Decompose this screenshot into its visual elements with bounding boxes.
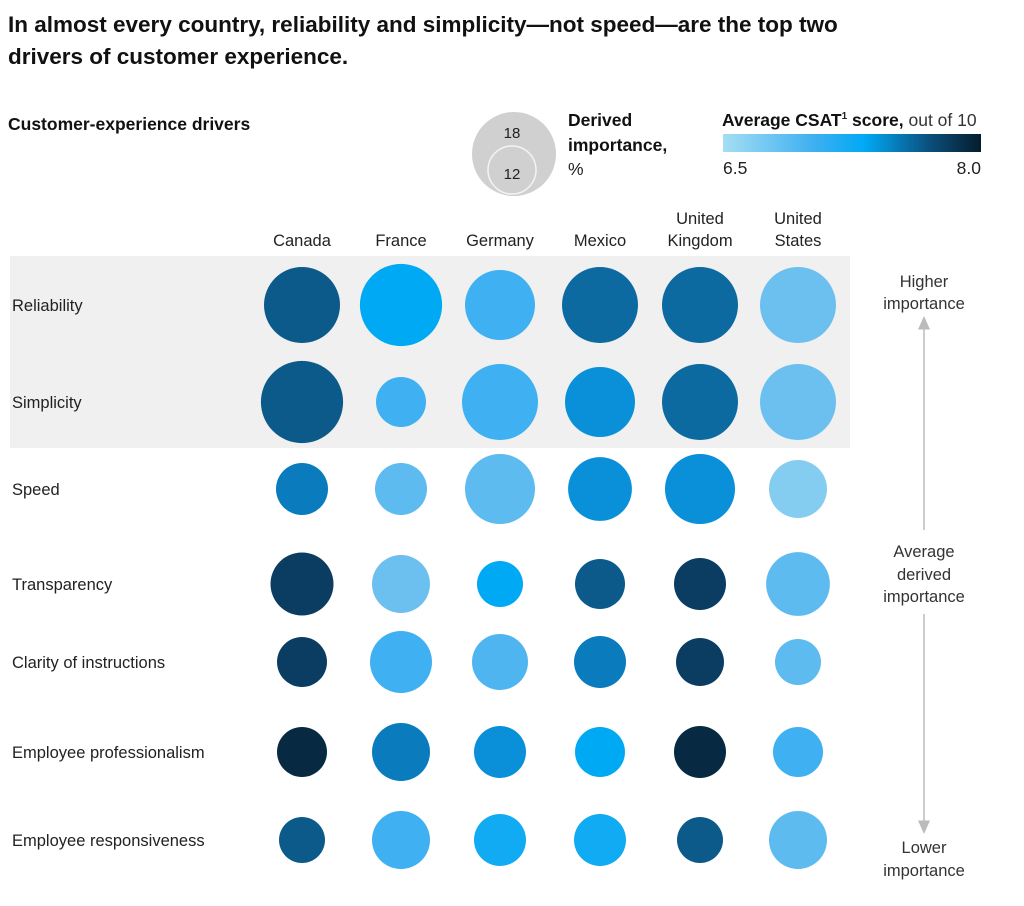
row-label: Employee professionalism: [12, 744, 205, 762]
importance-annotation: Higher importance Average derived import…: [883, 273, 965, 880]
column-header: Germany: [466, 232, 535, 250]
row-label: Transparency: [12, 576, 113, 594]
bubble-clarity-of-instructions-germany: [472, 634, 528, 690]
bubble-reliability-mexico: [562, 267, 638, 343]
color-legend-gradient: [723, 134, 981, 152]
row-label: Employee responsiveness: [12, 832, 205, 850]
color-legend: Average CSAT1 score, out of 10 6.5 8.0: [722, 110, 981, 178]
bubble-transparency-united-states: [766, 552, 830, 616]
bubble-reliability-france: [359, 263, 443, 347]
bubble-simplicity-united-kingdom: [662, 364, 738, 440]
bubble-reliability-united-states: [760, 267, 836, 343]
bubble-clarity-of-instructions-united-kingdom: [676, 638, 724, 686]
bubble-speed-canada: [276, 463, 328, 515]
bubble-employee-professionalism-mexico: [575, 727, 625, 777]
annotation-lower-2: importance: [883, 862, 965, 880]
annotation-average-3: importance: [883, 588, 965, 606]
chart-title-line-1: In almost every country, reliability and…: [8, 12, 838, 37]
bubble-clarity-of-instructions-united-states: [775, 639, 821, 685]
bubble-transparency-united-kingdom: [674, 558, 726, 610]
color-legend-min: 6.5: [723, 158, 747, 178]
bubble-employee-professionalism-germany: [474, 726, 526, 778]
bubble-employee-professionalism-united-kingdom: [674, 726, 726, 778]
bubble-transparency-canada: [270, 552, 334, 616]
row-labels: Reliability Simplicity Speed Transparency Cl…: [12, 297, 205, 850]
size-legend-circle-small: [487, 145, 537, 195]
annotation-average-1: Average: [893, 543, 954, 561]
bubble-transparency-france: [372, 555, 430, 613]
row-header: Customer-experience drivers: [8, 114, 250, 134]
column-headers: Canada France Germany Mexico United Kingdom Un…: [273, 210, 822, 250]
row-label: Speed: [12, 481, 60, 499]
annotation-higher-1: Higher: [900, 273, 949, 291]
bubble-employee-professionalism-france: [372, 723, 430, 781]
annotation-lower-1: Lower: [902, 839, 947, 857]
bubble-employee-responsiveness-germany: [474, 814, 526, 866]
size-legend-value-small: 12: [504, 166, 521, 183]
column-header: United: [774, 210, 822, 228]
bubble-employee-responsiveness-united-states: [769, 811, 827, 869]
bubble-simplicity-france: [376, 377, 426, 427]
bubble-clarity-of-instructions-mexico: [574, 636, 626, 688]
bubble-reliability-germany: [465, 270, 535, 340]
bubble-reliability-united-kingdom: [662, 267, 738, 343]
annotation-average-2: derived: [897, 566, 951, 584]
row-label: Simplicity: [12, 394, 82, 412]
chart-title-line-2: drivers of customer experience.: [8, 44, 348, 69]
bubble-speed-united-states: [769, 460, 827, 518]
annotation-higher-2: importance: [883, 295, 965, 313]
row-label: Reliability: [12, 297, 83, 315]
column-header: Canada: [273, 232, 332, 250]
bubble-clarity-of-instructions-france: [370, 631, 432, 693]
bubble-clarity-of-instructions-canada: [277, 637, 327, 687]
bubble-simplicity-united-states: [760, 364, 836, 440]
bubble-employee-responsiveness-france: [372, 811, 430, 869]
size-legend-label-1: Derived: [568, 110, 632, 130]
bubble-speed-united-kingdom: [665, 454, 735, 524]
color-legend-title: Average CSAT1 score, out of 10: [722, 110, 977, 130]
column-header: Mexico: [574, 232, 626, 250]
bubble-speed-mexico: [568, 457, 632, 521]
color-legend-max: 8.0: [957, 158, 982, 178]
bubble-simplicity-mexico: [565, 367, 635, 437]
column-header: Kingdom: [667, 232, 732, 250]
bubble-simplicity-germany: [462, 364, 538, 440]
bubble-employee-responsiveness-canada: [279, 817, 325, 863]
bubbles: [260, 263, 836, 869]
bubble-transparency-germany: [477, 561, 523, 607]
bubble-employee-professionalism-canada: [277, 727, 327, 777]
bubble-simplicity-canada: [260, 360, 344, 444]
row-label: Clarity of instructions: [12, 654, 165, 672]
bubble-employee-professionalism-united-states: [773, 727, 823, 777]
bubble-speed-germany: [465, 454, 535, 524]
size-legend-label-2: importance,: [568, 135, 667, 155]
bubble-employee-responsiveness-united-kingdom: [677, 817, 723, 863]
size-legend-label-3: %: [568, 159, 584, 179]
column-header: United: [676, 210, 724, 228]
column-header: States: [775, 232, 822, 250]
bubble-reliability-canada: [264, 267, 340, 343]
size-legend: 18 12 Derived importance, %: [472, 110, 667, 196]
column-header: France: [375, 232, 426, 250]
size-legend-value-large: 18: [504, 125, 521, 142]
bubble-employee-responsiveness-mexico: [574, 814, 626, 866]
bubble-transparency-mexico: [575, 559, 625, 609]
bubble-speed-france: [375, 463, 427, 515]
